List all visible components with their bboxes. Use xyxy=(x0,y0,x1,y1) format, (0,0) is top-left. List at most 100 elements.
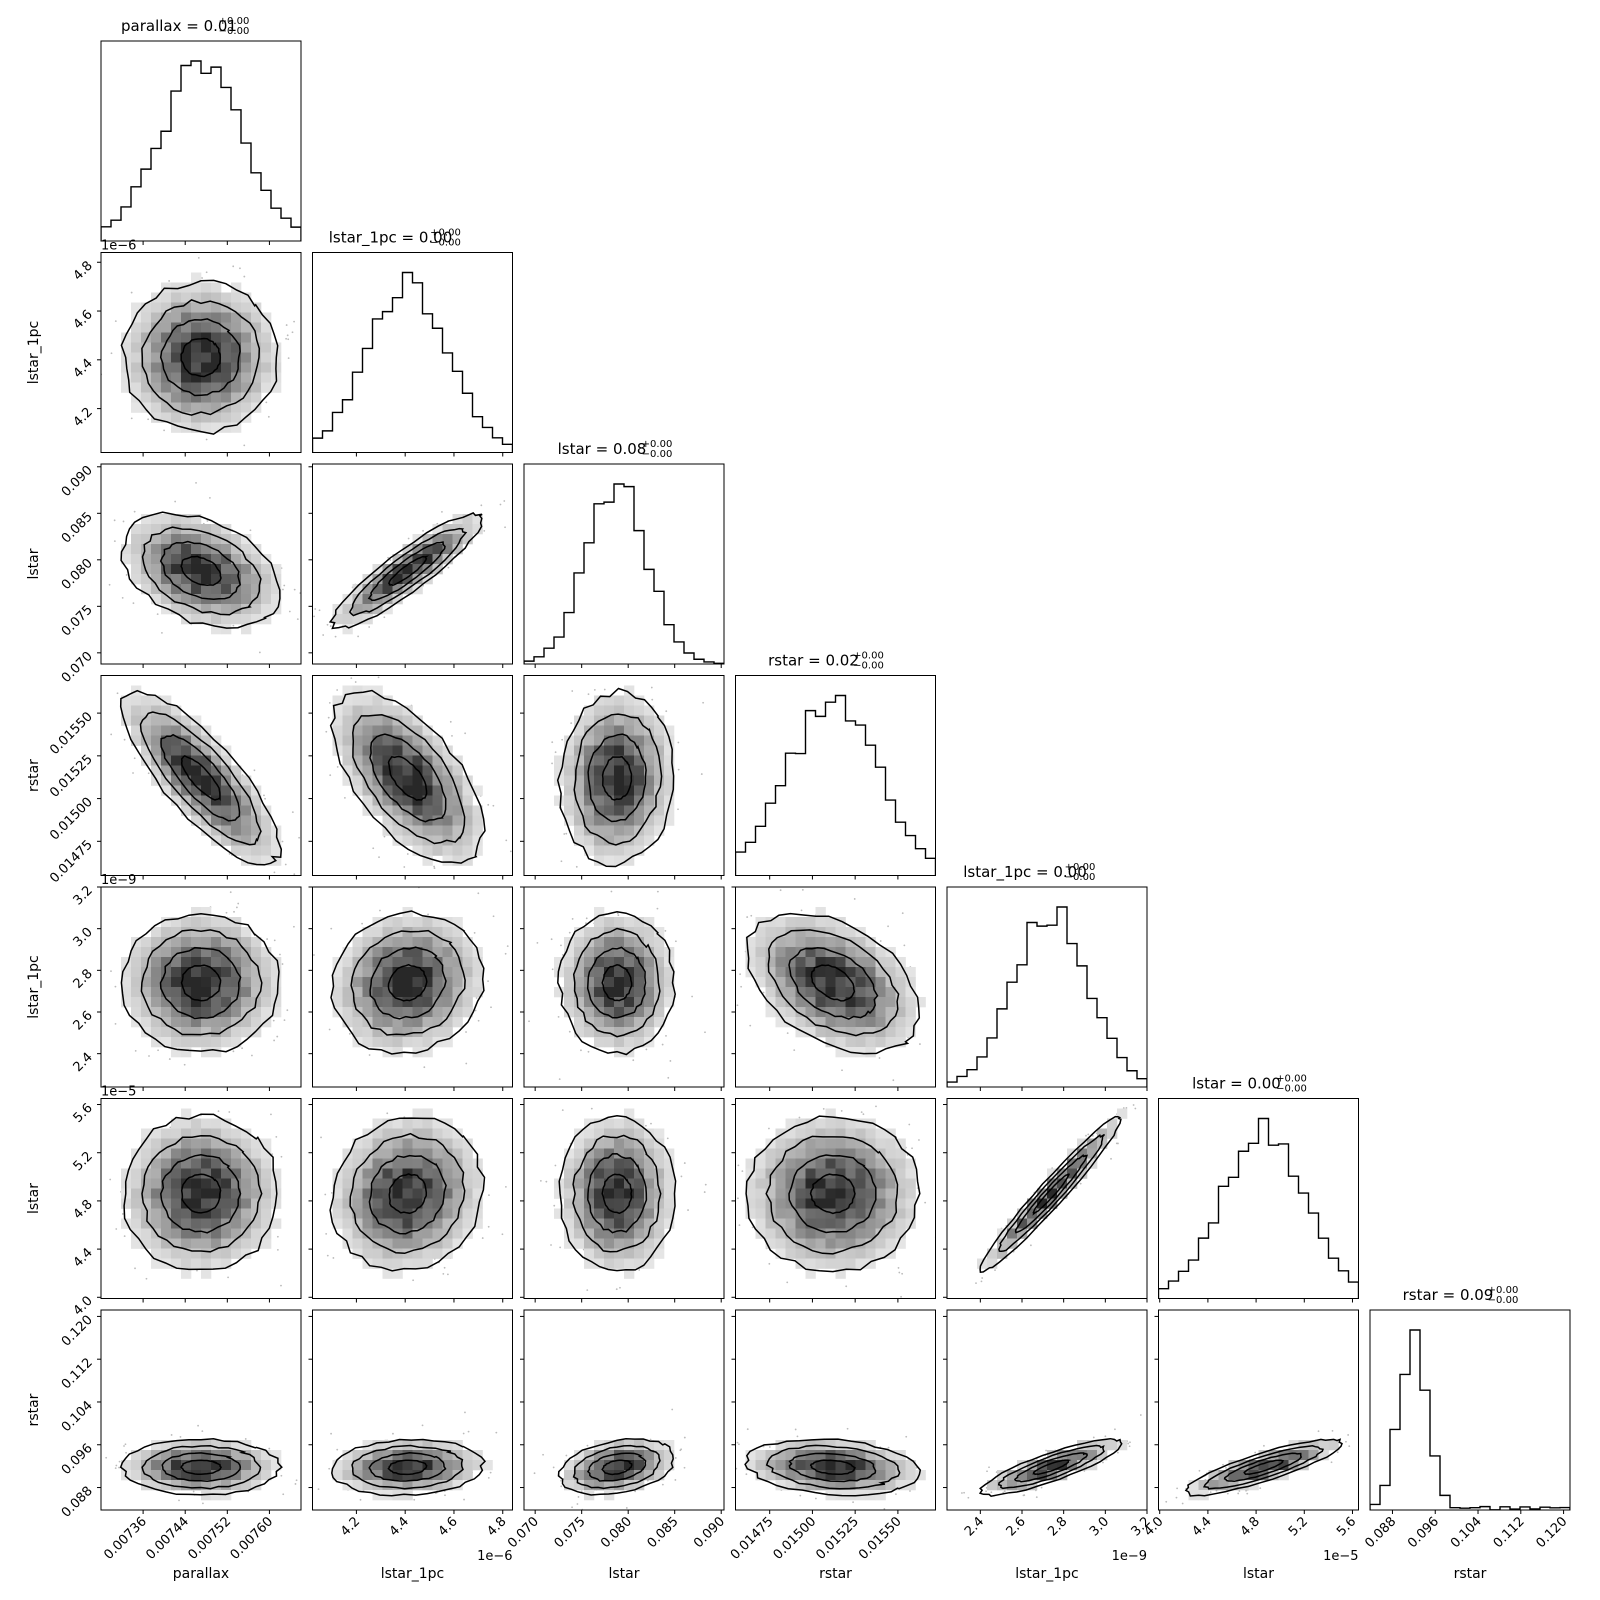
density-cell xyxy=(472,785,483,796)
density-cell xyxy=(1017,1218,1028,1229)
density-cell xyxy=(775,1198,786,1209)
density-cell xyxy=(624,957,635,968)
density-cell xyxy=(472,815,483,826)
density-cell xyxy=(221,1037,232,1048)
density-cell xyxy=(554,967,565,978)
sample-point xyxy=(554,751,557,754)
density-cell xyxy=(885,1138,896,1149)
density-cell xyxy=(382,947,393,958)
sample-point xyxy=(729,1222,731,1224)
density-cell xyxy=(241,1128,252,1139)
density-cell xyxy=(241,785,252,796)
sample-point xyxy=(389,559,392,561)
density-cell xyxy=(785,997,796,1008)
sample-point xyxy=(237,902,240,905)
density-cell xyxy=(1027,1198,1038,1209)
density-cell xyxy=(584,735,595,746)
density-cell xyxy=(392,574,403,585)
density-cell xyxy=(221,1148,232,1159)
density-cell xyxy=(815,1138,826,1149)
density-cell xyxy=(141,745,152,756)
density-cell xyxy=(574,765,585,776)
sample-point xyxy=(762,991,765,994)
density-cell xyxy=(392,1047,403,1058)
density-cell xyxy=(191,292,202,303)
density-cell xyxy=(382,1258,393,1269)
density-cell xyxy=(392,1248,403,1259)
density-cell xyxy=(201,825,212,836)
density-cell xyxy=(211,805,222,816)
sample-point xyxy=(243,275,246,278)
contour-line xyxy=(119,689,283,866)
panel-frame xyxy=(100,463,302,665)
density-cell xyxy=(402,1238,413,1249)
density-cell xyxy=(231,282,242,293)
density-cell xyxy=(865,987,876,998)
density-cell xyxy=(211,1158,222,1169)
density-cell xyxy=(352,1208,363,1219)
panel-title: rstar = 0.02 xyxy=(768,652,859,670)
sample-point xyxy=(287,357,290,360)
density-cell xyxy=(644,785,655,796)
density-cell xyxy=(402,1027,413,1038)
density-cell xyxy=(412,1208,423,1219)
density-cell xyxy=(201,322,212,333)
density-cell xyxy=(191,1178,202,1189)
density-cell xyxy=(432,1248,443,1259)
contour-line xyxy=(329,1117,486,1272)
density-cell xyxy=(332,997,343,1008)
sample-point xyxy=(640,896,642,898)
density-cell xyxy=(171,564,182,575)
density-cell xyxy=(171,302,182,313)
density-cell xyxy=(171,987,182,998)
density-cell xyxy=(614,1027,625,1038)
density-cell xyxy=(161,332,172,343)
sample-point xyxy=(228,852,231,855)
sample-point xyxy=(307,873,309,875)
density-cell xyxy=(261,614,272,625)
density-cell xyxy=(131,1208,142,1219)
density-cell xyxy=(452,775,463,786)
sample-point xyxy=(169,1126,172,1129)
density-cell xyxy=(422,725,433,736)
density-cell xyxy=(604,725,615,736)
density-cell xyxy=(151,1248,162,1259)
contour-line xyxy=(140,929,263,1036)
density-cell xyxy=(171,947,182,958)
density-cell xyxy=(131,997,142,1008)
density-cell xyxy=(151,1148,162,1159)
density-cell xyxy=(392,997,403,1008)
density-cell xyxy=(352,695,363,706)
density-cell xyxy=(261,977,272,988)
density-cell xyxy=(845,1218,856,1229)
sample-point xyxy=(433,865,435,868)
density-cell xyxy=(342,1198,353,1209)
density-cell xyxy=(171,312,182,323)
sample-point xyxy=(266,938,269,940)
density-cell xyxy=(472,1168,483,1179)
density-cell xyxy=(181,725,192,736)
density-cell xyxy=(624,1168,635,1179)
density-cell xyxy=(181,927,192,938)
density-cell xyxy=(141,695,152,706)
panel-title-upper-error: +0.00 xyxy=(853,651,884,662)
density-cell xyxy=(161,574,172,585)
density-cell xyxy=(382,1017,393,1028)
density-cell xyxy=(372,1188,383,1199)
density-cell xyxy=(442,1218,453,1229)
density-cell xyxy=(584,765,595,776)
density-cell xyxy=(422,1188,433,1199)
density-cell xyxy=(251,967,262,978)
sample-point xyxy=(786,1281,789,1284)
density-cell xyxy=(231,372,242,383)
density-cell xyxy=(251,382,262,393)
density-cell xyxy=(372,755,383,766)
density-cell xyxy=(362,1168,373,1179)
density-cell xyxy=(775,1148,786,1159)
density-cell xyxy=(181,322,192,333)
density-cell xyxy=(402,957,413,968)
density-cell xyxy=(131,705,142,716)
sample-point xyxy=(451,734,453,737)
density-cell xyxy=(564,735,575,746)
density-cell xyxy=(231,402,242,413)
